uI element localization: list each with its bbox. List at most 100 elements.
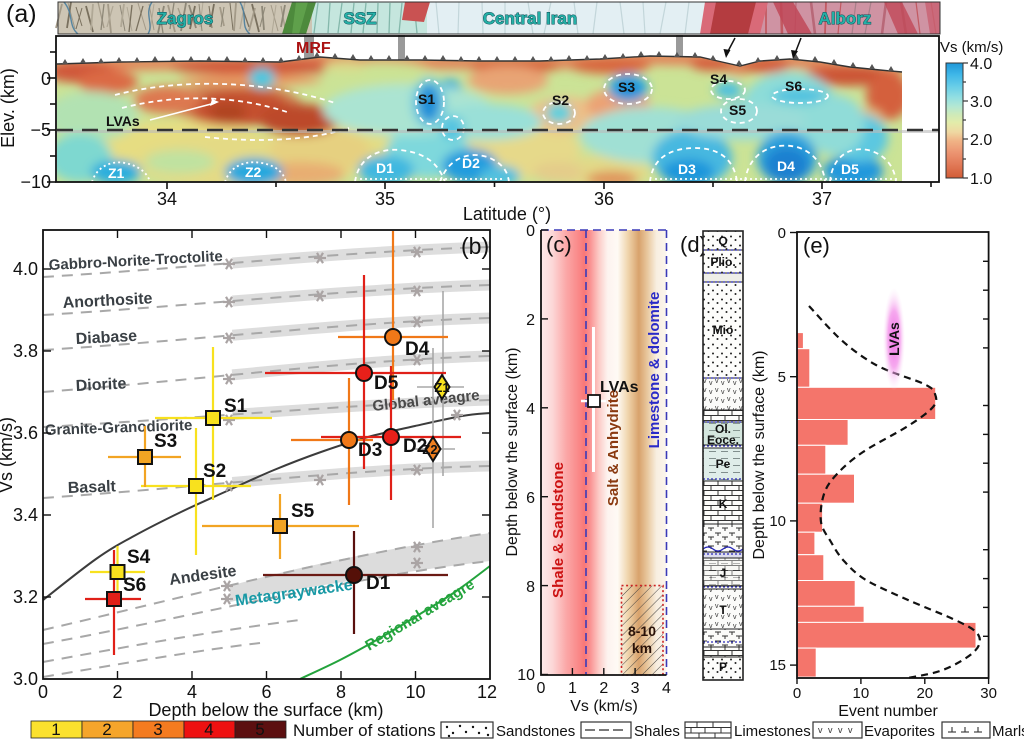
svg-text:−5: −5: [30, 120, 51, 140]
svg-text:6: 6: [526, 490, 535, 507]
svg-text:D1: D1: [376, 160, 394, 176]
svg-text:Gabbro-Norite-Troctolite: Gabbro-Norite-Troctolite: [48, 248, 223, 274]
svg-text:0: 0: [537, 680, 546, 697]
svg-text:(c): (c): [546, 232, 572, 257]
svg-text:2: 2: [102, 720, 111, 739]
svg-text:v: v: [818, 725, 823, 735]
svg-text:34: 34: [157, 189, 177, 209]
svg-text:LVAs: LVAs: [600, 379, 639, 396]
svg-text:3.4: 3.4: [13, 505, 38, 525]
svg-text:8: 8: [336, 682, 346, 702]
svg-text:SSZ: SSZ: [343, 9, 376, 28]
svg-text:5: 5: [255, 720, 264, 739]
svg-text:Depth below the surface (km): Depth below the surface (km): [504, 348, 521, 557]
svg-text:km: km: [632, 640, 652, 656]
svg-text:D4: D4: [777, 158, 795, 174]
svg-text:MRF: MRF: [296, 40, 331, 57]
svg-text:S5: S5: [291, 501, 315, 522]
svg-text:Z1: Z1: [434, 380, 449, 395]
svg-text:S3: S3: [618, 79, 635, 95]
svg-text:4.0: 4.0: [970, 56, 992, 73]
svg-text:3.2: 3.2: [13, 587, 38, 607]
svg-text:37: 37: [812, 189, 832, 209]
svg-text:v: v: [838, 725, 843, 735]
svg-text:4: 4: [204, 720, 213, 739]
svg-text:LVAs: LVAs: [106, 113, 140, 129]
svg-text:Sandstones: Sandstones: [496, 723, 575, 740]
svg-text:Salt & Anhydrite: Salt & Anhydrite: [605, 390, 622, 506]
svg-text:v: v: [848, 725, 853, 735]
svg-text:3.6: 3.6: [13, 423, 38, 443]
svg-text:Limestone & dolomite: Limestone & dolomite: [646, 292, 663, 449]
svg-text:36: 36: [594, 189, 614, 209]
svg-text:12: 12: [477, 682, 497, 702]
svg-text:D5: D5: [841, 161, 859, 177]
svg-text:4: 4: [526, 401, 535, 418]
svg-text:0: 0: [38, 682, 48, 702]
svg-text:K: K: [719, 497, 728, 511]
svg-text:S1: S1: [418, 91, 435, 107]
svg-text:5: 5: [778, 369, 786, 386]
svg-text:Diabase: Diabase: [75, 328, 137, 348]
svg-text:6: 6: [261, 682, 271, 702]
svg-text:Basalt: Basalt: [68, 478, 117, 497]
svg-text:Vs (km/s): Vs (km/s): [940, 39, 1003, 56]
svg-text:S1: S1: [224, 396, 248, 417]
svg-text:20: 20: [916, 685, 933, 702]
svg-text:Depth below the surface (km): Depth below the surface (km): [148, 700, 383, 720]
svg-text:30: 30: [980, 685, 997, 702]
svg-text:Vs (km/s): Vs (km/s): [0, 417, 16, 493]
svg-text:3.0: 3.0: [970, 94, 992, 111]
svg-text:8-10: 8-10: [628, 623, 656, 639]
svg-text:S6: S6: [123, 575, 146, 596]
svg-text:Limestones: Limestones: [734, 723, 811, 740]
svg-text:Event number: Event number: [838, 703, 938, 720]
svg-text:D1: D1: [366, 573, 391, 594]
svg-text:Marls: Marls: [992, 723, 1024, 740]
svg-text:3: 3: [153, 720, 162, 739]
svg-text:3: 3: [631, 680, 640, 697]
svg-text:Ol.: Ol.: [715, 422, 731, 436]
svg-text:Mio: Mio: [713, 323, 734, 337]
svg-text:Z1: Z1: [108, 165, 125, 181]
svg-text:10: 10: [405, 682, 425, 702]
svg-text:0: 0: [41, 69, 51, 89]
svg-text:v: v: [828, 725, 833, 735]
svg-text:Granite-Granodiorite: Granite-Granodiorite: [45, 417, 193, 439]
svg-text:4: 4: [187, 682, 197, 702]
svg-text:Pe: Pe: [716, 457, 731, 471]
svg-text:(e): (e): [803, 233, 830, 258]
svg-text:10: 10: [517, 667, 535, 684]
svg-text:(b): (b): [461, 233, 489, 259]
svg-text:D3: D3: [678, 161, 696, 177]
svg-text:S2: S2: [203, 461, 226, 482]
svg-text:Depth below the surface (km): Depth below the surface (km): [751, 351, 768, 560]
svg-text:D5: D5: [374, 373, 399, 394]
svg-text:D3: D3: [358, 440, 382, 461]
svg-text:15: 15: [769, 657, 786, 674]
svg-text:T: T: [719, 603, 727, 617]
svg-text:S6: S6: [785, 78, 802, 94]
svg-text:4: 4: [662, 680, 671, 697]
svg-text:3.0: 3.0: [13, 669, 38, 689]
svg-text:10: 10: [769, 513, 786, 530]
svg-text:2.0: 2.0: [970, 132, 992, 149]
svg-text:S3: S3: [154, 431, 177, 452]
svg-text:4.0: 4.0: [13, 259, 38, 279]
svg-text:D2: D2: [462, 155, 480, 171]
svg-text:Latitude (°): Latitude (°): [463, 204, 551, 224]
svg-text:Vs (km/s): Vs (km/s): [570, 698, 638, 715]
svg-text:8: 8: [526, 579, 535, 596]
svg-text:1.0: 1.0: [970, 171, 992, 188]
svg-text:1: 1: [568, 680, 577, 697]
svg-text:10: 10: [853, 685, 870, 702]
svg-text:0: 0: [778, 225, 786, 242]
svg-text:Central Iran: Central Iran: [483, 9, 577, 28]
svg-text:Q: Q: [718, 234, 727, 248]
svg-text:Z2: Z2: [245, 164, 262, 180]
svg-text:2: 2: [599, 680, 608, 697]
svg-text:Shales: Shales: [634, 723, 680, 740]
svg-text:S2: S2: [552, 92, 569, 108]
svg-text:3.8: 3.8: [13, 341, 38, 361]
svg-text:2: 2: [112, 682, 122, 702]
